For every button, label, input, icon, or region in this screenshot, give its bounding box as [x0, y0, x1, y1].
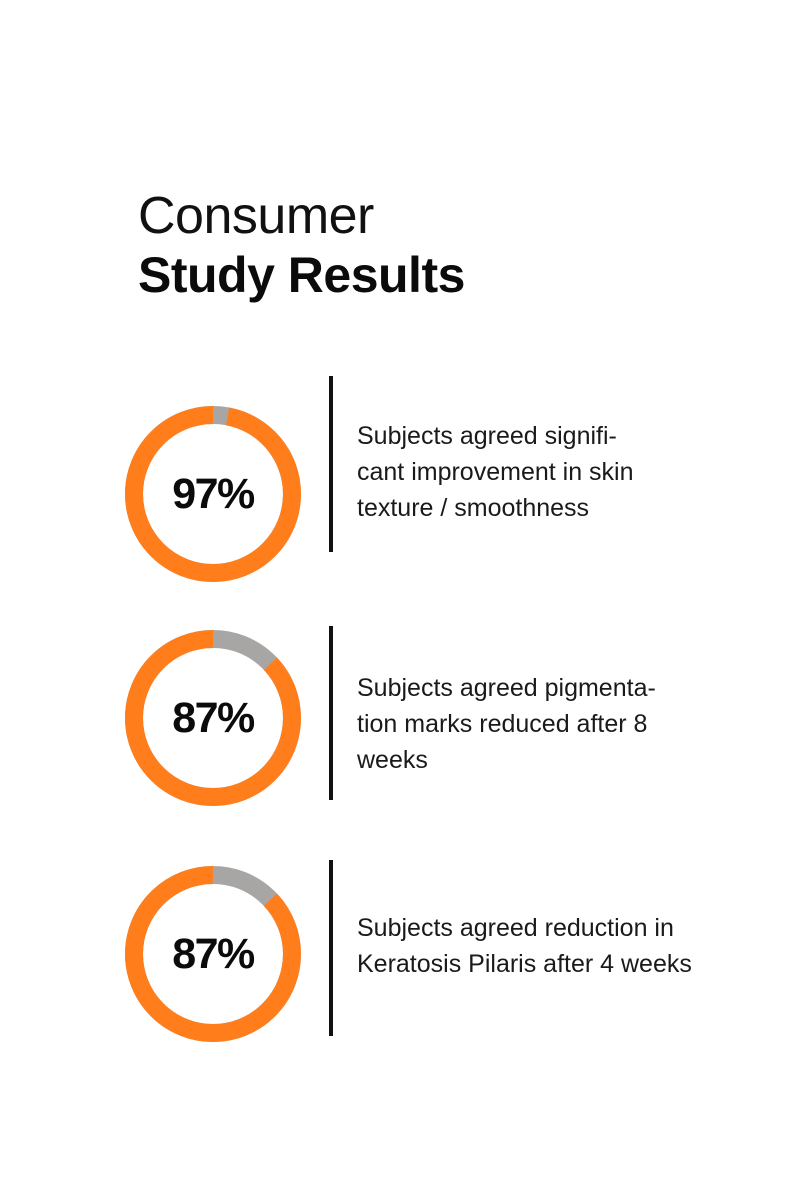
page-title-line1: Consumer — [138, 187, 374, 245]
donut-svg-1 — [125, 406, 301, 582]
page-title-line2: Study Results — [138, 247, 465, 303]
stat-row-2: 87% Subjects agreed pigmenta- tion marks… — [0, 626, 800, 810]
donut-chart-2: 87% — [125, 630, 301, 806]
donut-chart-3: 87% — [125, 866, 301, 1042]
stat-row-1: 97% Subjects agreed signifi- cant improv… — [0, 376, 800, 582]
stat-description-3: Subjects agreed reduction in Keratosis P… — [357, 914, 692, 978]
stat-percent-1: 97% — [172, 469, 255, 518]
donut-svg-3 — [125, 866, 301, 1042]
stat-divider-1 — [329, 376, 333, 552]
donut-fill-2 — [125, 630, 301, 806]
stat-percent-2: 87% — [172, 693, 255, 742]
stat-divider-2 — [329, 626, 333, 800]
stat-divider-3 — [329, 860, 333, 1036]
stat-description-1: Subjects agreed signifi- cant improvemen… — [357, 422, 634, 522]
stat-row-3: 87% Subjects agreed reduction in Keratos… — [0, 860, 800, 1046]
donut-fill-3 — [125, 866, 301, 1042]
donut-chart-1: 97% — [125, 406, 301, 582]
donut-fill-1 — [125, 406, 301, 582]
stat-percent-3: 87% — [172, 929, 255, 978]
donut-svg-2 — [125, 630, 301, 806]
page-title: Consumer Study Results — [138, 186, 698, 304]
stat-description-2: Subjects agreed pigmenta- tion marks red… — [357, 674, 656, 774]
